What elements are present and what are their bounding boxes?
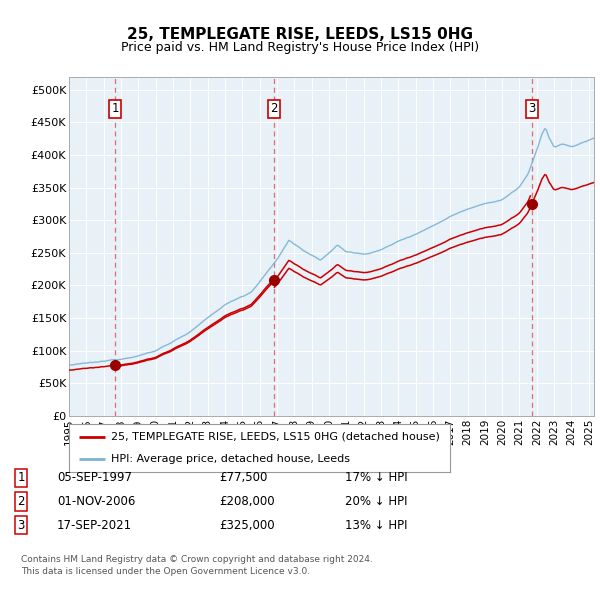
Text: 2: 2: [17, 495, 25, 508]
Text: £208,000: £208,000: [219, 495, 275, 508]
Text: 13% ↓ HPI: 13% ↓ HPI: [345, 519, 407, 532]
Text: 01-NOV-2006: 01-NOV-2006: [57, 495, 136, 508]
Text: 20% ↓ HPI: 20% ↓ HPI: [345, 495, 407, 508]
Text: 25, TEMPLEGATE RISE, LEEDS, LS15 0HG: 25, TEMPLEGATE RISE, LEEDS, LS15 0HG: [127, 27, 473, 41]
Text: HPI: Average price, detached house, Leeds: HPI: Average price, detached house, Leed…: [111, 454, 350, 464]
Text: 2: 2: [270, 103, 278, 116]
Text: 17-SEP-2021: 17-SEP-2021: [57, 519, 132, 532]
Text: Contains HM Land Registry data © Crown copyright and database right 2024.
This d: Contains HM Land Registry data © Crown c…: [21, 555, 373, 576]
Text: 1: 1: [17, 471, 25, 484]
Text: 05-SEP-1997: 05-SEP-1997: [57, 471, 132, 484]
Text: 3: 3: [17, 519, 25, 532]
Text: Price paid vs. HM Land Registry's House Price Index (HPI): Price paid vs. HM Land Registry's House …: [121, 41, 479, 54]
Text: 25, TEMPLEGATE RISE, LEEDS, LS15 0HG (detached house): 25, TEMPLEGATE RISE, LEEDS, LS15 0HG (de…: [111, 432, 440, 442]
Text: 1: 1: [112, 103, 119, 116]
Text: 3: 3: [528, 103, 535, 116]
Text: £77,500: £77,500: [219, 471, 268, 484]
Text: 17% ↓ HPI: 17% ↓ HPI: [345, 471, 407, 484]
Text: £325,000: £325,000: [219, 519, 275, 532]
